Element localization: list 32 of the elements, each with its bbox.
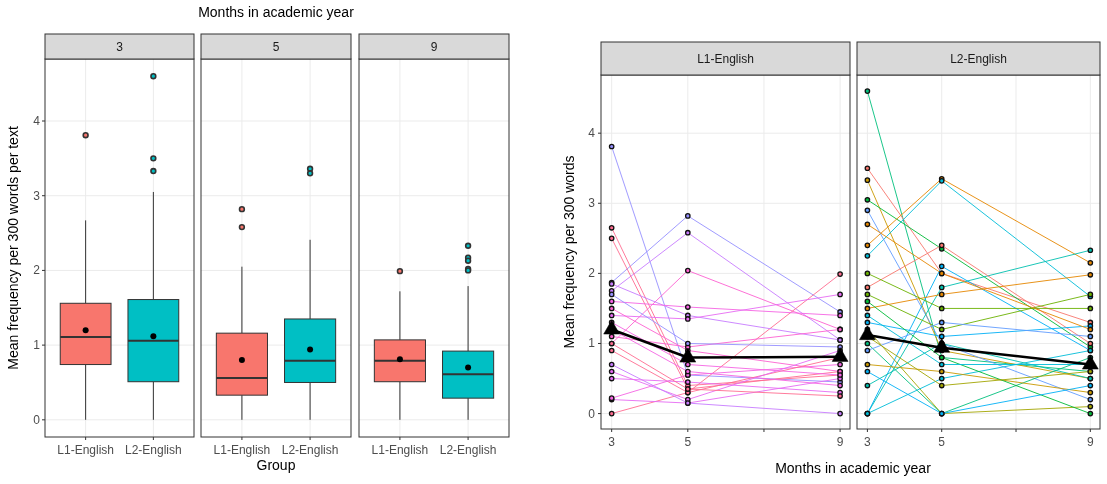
x-tick-label: L2-English <box>125 443 182 457</box>
x-tick-label: L1-English <box>213 443 271 457</box>
x-axis-title: Months in academic year <box>775 460 932 476</box>
chart-title: L2-English <box>950 51 1007 66</box>
y-tick-label: 0 <box>588 406 596 421</box>
y-tick-label: 2 <box>33 263 41 278</box>
x-tick-label: 3 <box>864 435 872 449</box>
y-tick-label: 4 <box>588 126 596 141</box>
x-tick-label: L2-English <box>439 443 497 457</box>
x-tick-label: 5 <box>684 435 692 449</box>
y-tick-label: 1 <box>33 338 41 353</box>
x-tick-label: 9 <box>1087 435 1094 449</box>
y-axis-title: Mean frequency per 300 words per text <box>5 126 21 370</box>
chart-title: L1-English <box>697 51 754 66</box>
y-tick-label: 3 <box>588 196 596 211</box>
y-tick-label: 3 <box>33 188 41 203</box>
x-tick-label: L1-English <box>57 443 114 457</box>
x-tick-label: 5 <box>938 435 946 449</box>
y-axis-title: Mean frequency per 300 words <box>561 155 577 349</box>
y-tick-label: 2 <box>588 266 596 281</box>
x-tick-label: L2-English <box>281 443 339 457</box>
y-tick-label: 1 <box>588 336 596 351</box>
x-tick-label: 9 <box>836 435 844 449</box>
y-tick-label: 4 <box>33 114 41 128</box>
x-tick-label: L1-English <box>371 443 429 457</box>
y-tick-label: 0 <box>33 412 41 427</box>
x-axis-title: Group <box>256 457 296 473</box>
chart-title: 9 <box>430 39 438 54</box>
x-tick-label: 3 <box>608 435 616 449</box>
chart-title: 5 <box>272 39 280 54</box>
chart-title: 3 <box>116 39 124 54</box>
text: Months in academic year <box>198 4 355 20</box>
